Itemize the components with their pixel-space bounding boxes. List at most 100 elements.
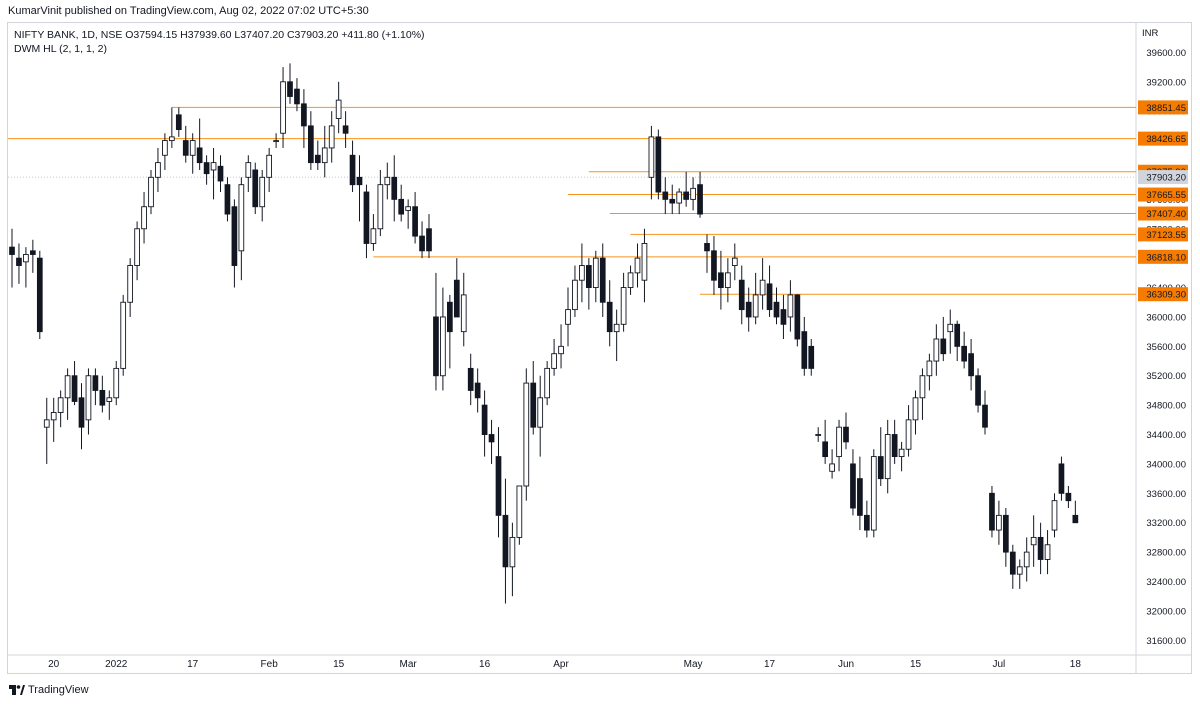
candle-body[interactable] xyxy=(398,198,405,215)
candle-body[interactable] xyxy=(738,279,745,311)
candle-body[interactable] xyxy=(30,250,36,255)
candle-body[interactable] xyxy=(189,140,196,156)
candle-body[interactable] xyxy=(794,294,801,340)
candle-body[interactable] xyxy=(836,426,842,458)
candle-body[interactable] xyxy=(342,125,349,134)
candle-body[interactable] xyxy=(99,389,106,406)
candle-body[interactable] xyxy=(613,323,620,333)
candle-body[interactable] xyxy=(933,338,940,362)
candle-body[interactable] xyxy=(314,154,321,164)
candle-body[interactable] xyxy=(460,294,467,333)
candle-body[interactable] xyxy=(71,375,78,402)
candle-body[interactable] xyxy=(287,81,293,97)
candle-body[interactable] xyxy=(85,375,92,421)
candle-body[interactable] xyxy=(175,114,182,131)
candle-body[interactable] xyxy=(120,301,127,369)
candle-body[interactable] xyxy=(627,272,634,289)
candle-body[interactable] xyxy=(182,140,189,156)
candle-body[interactable] xyxy=(558,345,564,355)
candle-body[interactable] xyxy=(898,448,905,458)
candle-body[interactable] xyxy=(669,198,676,204)
candle-body[interactable] xyxy=(606,301,613,333)
candle-body[interactable] xyxy=(356,176,363,186)
candle-body[interactable] xyxy=(843,426,849,443)
candle-body[interactable] xyxy=(308,125,314,164)
candle-body[interactable] xyxy=(808,345,815,369)
candle-body[interactable] xyxy=(23,254,29,263)
candle-body[interactable] xyxy=(641,243,648,281)
candle-body[interactable] xyxy=(634,257,641,274)
candle-body[interactable] xyxy=(877,456,884,480)
candle-body[interactable] xyxy=(502,514,509,568)
candle-body[interactable] xyxy=(245,162,252,178)
candle-body[interactable] xyxy=(711,250,717,281)
candle-body[interactable] xyxy=(919,375,926,399)
candle-body[interactable] xyxy=(648,136,655,178)
candle-body[interactable] xyxy=(384,176,391,186)
chart-frame[interactable] xyxy=(7,22,1192,674)
candle-body[interactable] xyxy=(718,272,724,289)
candle-body[interactable] xyxy=(1037,536,1044,560)
candle-body[interactable] xyxy=(586,265,592,289)
candle-body[interactable] xyxy=(433,316,439,377)
candle-body[interactable] xyxy=(530,382,537,428)
candle-body[interactable] xyxy=(725,272,731,289)
candle-body[interactable] xyxy=(203,162,210,175)
candle-body[interactable] xyxy=(363,191,370,244)
candle-body[interactable] xyxy=(1051,500,1058,531)
candle-body[interactable] xyxy=(1030,536,1037,546)
candle-body[interactable] xyxy=(905,419,912,450)
candle-body[interactable] xyxy=(238,184,245,252)
candle-body[interactable] xyxy=(870,456,877,531)
candle-body[interactable] xyxy=(57,397,64,413)
candle-body[interactable] xyxy=(523,382,530,487)
candle-body[interactable] xyxy=(773,301,780,318)
candle-body[interactable] xyxy=(676,191,683,204)
candle-body[interactable] xyxy=(815,434,822,436)
candle-body[interactable] xyxy=(321,147,328,164)
candle-body[interactable] xyxy=(141,206,147,230)
candle-body[interactable] xyxy=(419,235,425,252)
candle-body[interactable] xyxy=(447,301,453,333)
candle-body[interactable] xyxy=(683,191,690,200)
candle-body[interactable] xyxy=(1009,551,1016,575)
candle-body[interactable] xyxy=(579,265,585,281)
candle-body[interactable] xyxy=(266,154,273,178)
candle-body[interactable] xyxy=(43,419,50,428)
candle-body[interactable] xyxy=(947,323,954,333)
candle-body[interactable] xyxy=(752,294,759,318)
candle-body[interactable] xyxy=(92,375,99,391)
candle-body[interactable] xyxy=(697,184,703,215)
candle-body[interactable] xyxy=(412,206,418,237)
candle-body[interactable] xyxy=(759,279,766,296)
candle-body[interactable] xyxy=(16,257,22,266)
candle-body[interactable] xyxy=(891,434,898,458)
candle-body[interactable] xyxy=(787,294,794,318)
candle-body[interactable] xyxy=(280,81,286,134)
candle-body[interactable] xyxy=(405,206,412,211)
candle-body[interactable] xyxy=(488,434,495,443)
candle-body[interactable] xyxy=(996,514,1002,531)
candle-body[interactable] xyxy=(572,279,578,311)
candle-body[interactable] xyxy=(926,360,933,377)
candle-body[interactable] xyxy=(968,353,974,377)
candle-body[interactable] xyxy=(857,478,863,516)
candle-body[interactable] xyxy=(495,456,502,516)
candle-body[interactable] xyxy=(168,136,175,142)
candle-body[interactable] xyxy=(592,257,599,289)
candle-body[interactable] xyxy=(127,265,134,303)
candle-body[interactable] xyxy=(231,206,238,266)
candle-body[interactable] xyxy=(113,367,120,399)
candle-body[interactable] xyxy=(982,404,988,428)
candle-body[interactable] xyxy=(516,485,523,538)
candle-body[interactable] xyxy=(252,169,259,208)
candle-body[interactable] xyxy=(1023,551,1030,568)
candle-body[interactable] xyxy=(1072,514,1079,524)
candle-body[interactable] xyxy=(1016,566,1023,575)
candle-body[interactable] xyxy=(78,397,85,428)
candle-body[interactable] xyxy=(690,187,696,200)
candle-body[interactable] xyxy=(273,140,279,143)
candle-body[interactable] xyxy=(391,176,398,200)
candle-body[interactable] xyxy=(301,103,307,127)
